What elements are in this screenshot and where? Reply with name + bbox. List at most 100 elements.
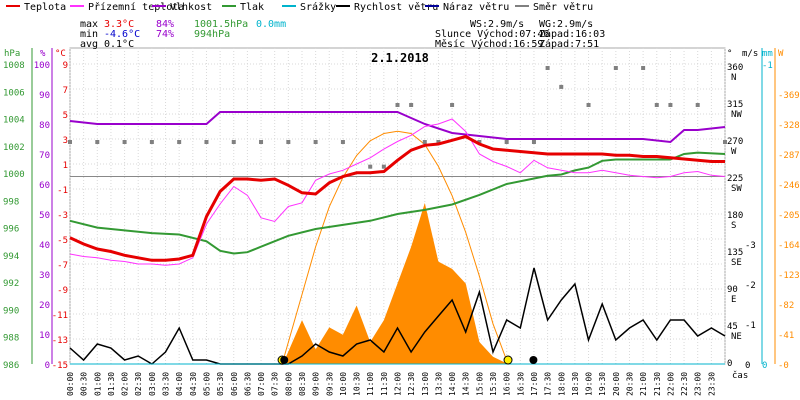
x-tick-label: 00:30 (80, 372, 89, 396)
wind-dir-point (381, 164, 386, 169)
wind-dir-point (723, 140, 727, 144)
legend-label: Vlhkost (170, 2, 212, 13)
x-tick-label: 09:00 (312, 372, 321, 396)
wind-dir-point (668, 103, 673, 107)
stat-max-rain: 0.0mm (256, 19, 286, 30)
wind-dir-point (559, 84, 564, 89)
wind-dir-point (231, 140, 236, 144)
wind-dir-point (259, 140, 264, 144)
dir-tick-label: 180 (727, 211, 743, 221)
legend-label: Srážky (300, 1, 336, 13)
pressure-tick-label: 988 (3, 334, 19, 344)
series-temperature (69, 134, 725, 262)
pressure-tick-label: 996 (3, 225, 19, 235)
wind-dir-point (286, 140, 291, 144)
sunset-marker (503, 355, 513, 365)
humidity-tick-label: 70 (39, 151, 50, 161)
x-tick-label: 18:00 (557, 372, 566, 396)
left-axes: hPa% °C1008100610041002100099899699499299… (3, 48, 68, 371)
rain-tick-label: -1 (762, 61, 773, 71)
x-tick-label: 21:30 (653, 372, 662, 396)
temperature-tick-label: -15 (52, 361, 68, 371)
pressure-tick-label: 998 (3, 197, 19, 207)
moonrise-marker (529, 356, 538, 364)
humidity-tick-label: 60 (39, 181, 50, 191)
wind-dir-point (654, 103, 659, 107)
x-tick-label: 11:30 (380, 372, 389, 396)
x-tick-label: 08:30 (298, 372, 307, 396)
solar-tick-label: -205 (778, 211, 800, 221)
temperature-tick-label: 5 (63, 111, 68, 121)
solar-tick-label: -369 (778, 91, 800, 101)
dir-name-label: W (731, 147, 737, 157)
pressure-tick-label: 986 (3, 361, 19, 371)
x-tick-label: 23:30 (707, 372, 716, 396)
temperature-tick-label: -5 (57, 236, 68, 246)
stat-min-pres: 994hPa (194, 29, 230, 40)
x-tick-label: 11:00 (366, 372, 375, 396)
dir-name-label: N (731, 73, 736, 83)
dir-axis-unit: ° (727, 49, 732, 59)
temperature-tick-label: 1 (63, 161, 68, 171)
humidity-tick-label: 90 (39, 91, 50, 101)
x-tick-label: 13:00 (421, 372, 430, 396)
info-ws: WS:2.9m/s (470, 19, 524, 30)
series-pressure (69, 151, 726, 255)
dir-name-label: NW (731, 110, 742, 120)
wind-dir-point (122, 140, 127, 144)
x-tick-label: 16:30 (516, 372, 525, 396)
x-tick-label: 17:00 (530, 372, 539, 396)
x-tick-label: 17:30 (544, 372, 553, 396)
stat-min-temp: -4.6°C (104, 29, 140, 40)
legend-label: Tlak (240, 2, 264, 13)
temperature-tick-label: 9 (63, 61, 68, 71)
info-sun-set: Západ:16:03 (539, 28, 605, 40)
humidity-tick-label: 30 (39, 271, 50, 281)
legend-label: Náraz větru (443, 1, 509, 13)
x-tick-label: 22:30 (680, 372, 689, 396)
wind-dir-point (68, 140, 72, 144)
info-moon-set: Západ:7:51 (539, 38, 599, 50)
pressure-axis-unit: hPa (4, 49, 20, 59)
humidity-tick-label: 80 (39, 121, 50, 131)
x-tick-label: 01:30 (107, 372, 116, 396)
wind-dir-point (409, 103, 414, 107)
pressure-tick-label: 1006 (3, 88, 25, 98)
rain-tick-label: 0 (762, 361, 767, 371)
pressure-tick-label: 1004 (3, 116, 25, 126)
solar-tick-label: -41 (778, 331, 794, 341)
dir-tick-label: 270 (727, 137, 743, 147)
x-tick-label: 02:00 (121, 372, 130, 396)
x-tick-label: 20:30 (625, 372, 634, 396)
legend-label: Přízemní teplota (88, 1, 184, 13)
wind-dir-point (531, 140, 536, 144)
wind-dir-point (450, 103, 455, 107)
x-tick-label: 14:30 (462, 372, 471, 396)
pressure-tick-label: 992 (3, 279, 19, 289)
x-tick-label: 15:30 (489, 372, 498, 396)
x-tick-label: 14:00 (448, 372, 457, 396)
x-tick-label: 07:00 (257, 372, 266, 396)
humidity-axis-unit: % (40, 49, 46, 59)
x-tick-label: 04:00 (175, 372, 184, 396)
wind-dir-point (422, 140, 427, 144)
solar-tick-label: -287 (778, 151, 800, 161)
pressure-tick-label: 994 (3, 252, 19, 262)
x-tick-label: 03:00 (148, 372, 157, 396)
solar-axis-unit: W (778, 49, 784, 59)
x-tick-label: 06:00 (230, 372, 239, 396)
pressure-tick-label: 1000 (3, 170, 25, 180)
x-tick-label: 05:30 (216, 372, 225, 396)
wind-dir-point (395, 103, 400, 107)
wind-dir-point (477, 140, 482, 144)
wind-tick-label: -2 (745, 281, 756, 291)
x-tick-label: 03:30 (162, 372, 171, 396)
wind-dir-point (313, 140, 318, 144)
pressure-tick-label: 990 (3, 306, 19, 316)
right-axes: ° m/s mm W360N315NW270W225SW180S135SE90E45N… (727, 48, 800, 371)
x-tick-label: 15:00 (475, 372, 484, 396)
pressure-tick-label: 1008 (3, 61, 25, 71)
solar-tick-label: -0 (778, 361, 789, 371)
